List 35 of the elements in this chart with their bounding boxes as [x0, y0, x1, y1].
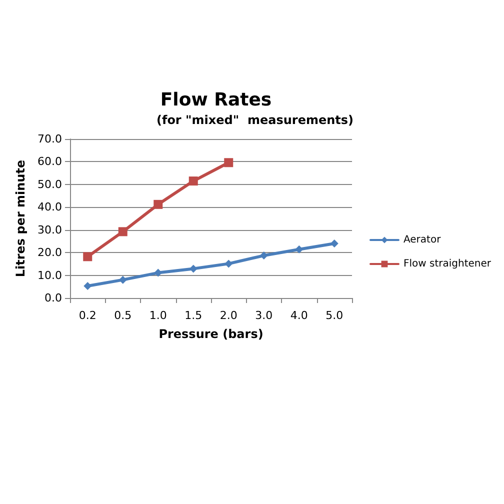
point [188, 176, 198, 186]
point [295, 245, 304, 254]
y-tick-label: 40.0 [38, 200, 62, 214]
point [118, 276, 127, 284]
x-tick-label: 2.0 [220, 309, 238, 322]
x-axis-title: Pressure (bars) [158, 327, 264, 341]
point [189, 264, 198, 273]
point [224, 260, 233, 268]
point [118, 227, 128, 236]
y-tick-label: 70.0 [38, 132, 62, 146]
point [84, 282, 92, 290]
point [224, 158, 234, 168]
y-tick-label: 20.0 [38, 246, 62, 260]
chart-subtitle: (for "mixed" measurements) [156, 113, 354, 127]
y-tick-label: 60.0 [38, 155, 62, 168]
x-tick-label: 0.2 [78, 309, 96, 322]
legend-label: Flow straightener [403, 258, 492, 270]
point [260, 252, 268, 260]
y-axis-title: Litres per minute [14, 160, 28, 278]
point [330, 239, 338, 248]
chart-title: Flow Rates [160, 90, 272, 110]
y-tick-label: 0.0 [44, 292, 62, 304]
x-tick-label: 1.5 [184, 309, 202, 322]
legend-label: Aerator [403, 234, 442, 246]
x-tick-label: 1.0 [149, 309, 167, 322]
point [154, 200, 163, 209]
point [154, 268, 162, 277]
y-tick-label: 30.0 [38, 223, 62, 236]
y-tick-label: 10.0 [38, 268, 62, 282]
x-tick-label: 5.0 [326, 309, 344, 322]
x-tick-label: 0.5 [114, 309, 132, 322]
x-tick-label: 4.0 [290, 309, 308, 322]
y-tick-label: 50.0 [38, 178, 62, 191]
x-tick-label: 3.0 [255, 309, 273, 322]
point [83, 252, 92, 262]
